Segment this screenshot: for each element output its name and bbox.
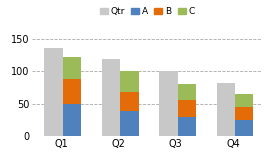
Bar (235, 94, 253, 107)
Bar (63, 79, 81, 104)
Bar (120, 111, 139, 136)
Bar (235, 120, 253, 136)
Bar (178, 84, 196, 100)
Bar (217, 83, 235, 136)
Bar (63, 104, 81, 136)
Bar (178, 116, 196, 136)
Bar (45, 48, 63, 136)
Bar (120, 71, 139, 92)
Bar (235, 107, 253, 120)
Bar (178, 100, 196, 116)
Bar (120, 92, 139, 111)
Bar (159, 71, 178, 136)
Bar (102, 59, 120, 136)
Legend: Qtr, A, B, C: Qtr, A, B, C (96, 3, 198, 20)
Bar (63, 57, 81, 79)
